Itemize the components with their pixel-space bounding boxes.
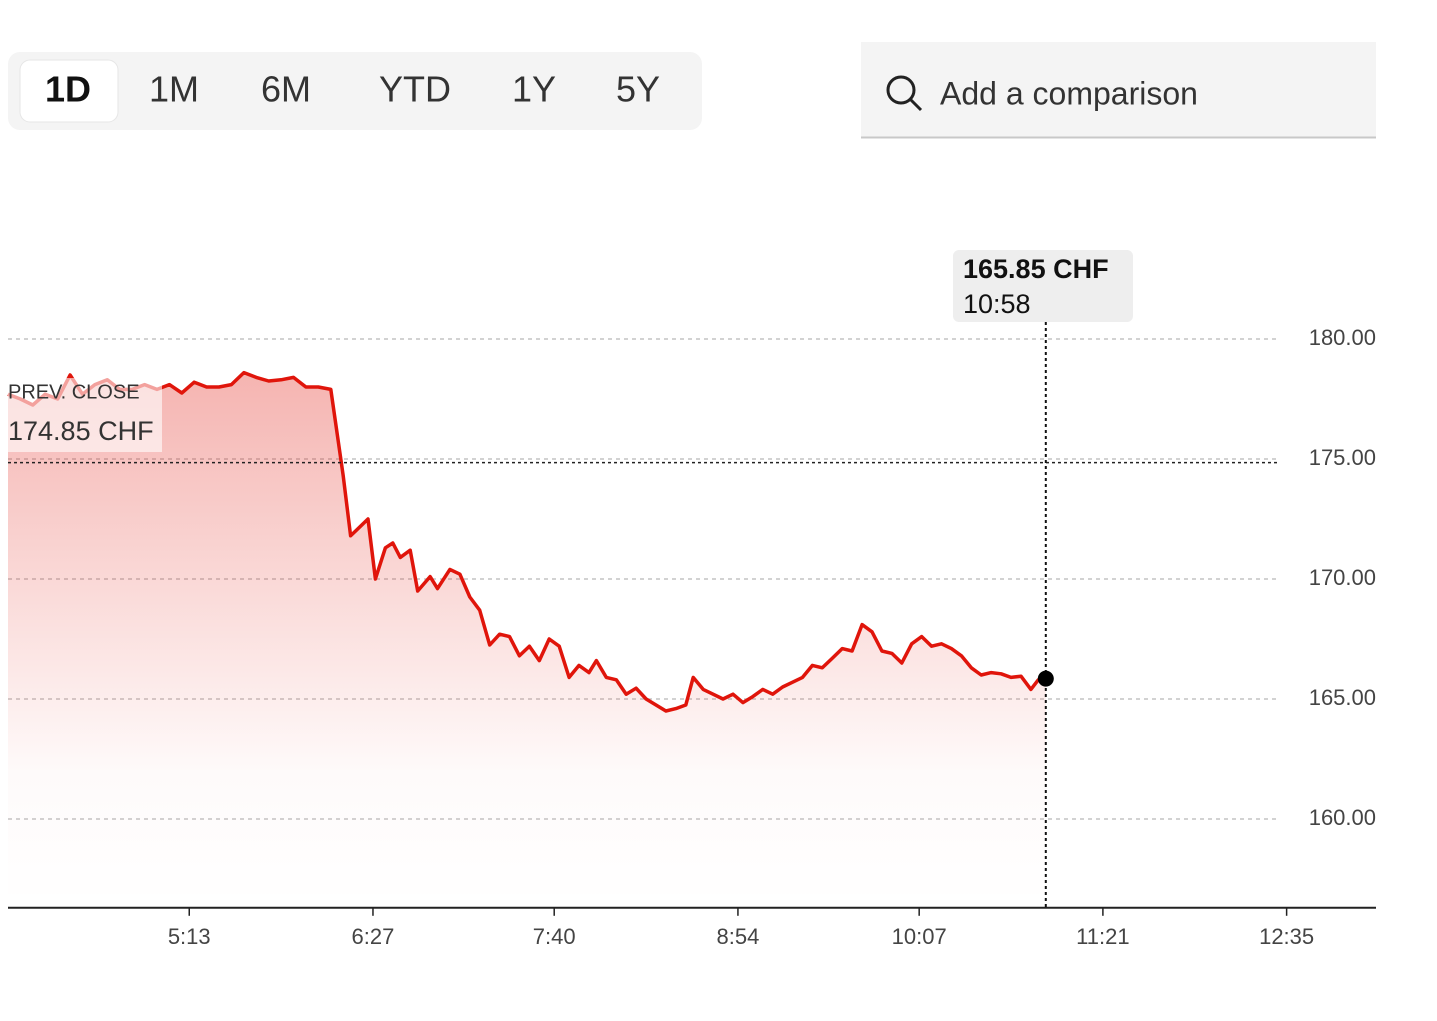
range-button[interactable]: 1Y	[512, 69, 556, 110]
x-tick-label: 7:40	[533, 924, 576, 949]
tooltip-bg	[953, 250, 1133, 322]
x-tick-label: 5:13	[168, 924, 211, 949]
x-tick-label: 8:54	[717, 924, 760, 949]
x-tick-label: 6:27	[352, 924, 395, 949]
range-group	[8, 52, 702, 130]
range-button[interactable]: 6M	[261, 69, 311, 110]
y-tick-label: 180.00	[1309, 325, 1376, 350]
y-tick-label: 175.00	[1309, 445, 1376, 470]
active-range-bg	[19, 59, 119, 123]
price-line	[7, 370, 1047, 713]
area	[8, 372, 1046, 908]
prev-close-label: PREV. CLOSE	[8, 381, 140, 403]
x-tick-label: 12:35	[1259, 924, 1314, 949]
x-tick-label: 10:07	[892, 924, 947, 949]
range-button[interactable]: 1M	[149, 69, 199, 110]
tooltip-time: 10:58	[963, 289, 1031, 319]
range-button[interactable]: YTD	[379, 69, 451, 110]
range-button[interactable]: 5Y	[616, 69, 660, 110]
last-point	[1037, 670, 1054, 687]
x-tick-label: 11:21	[1076, 924, 1129, 949]
search-icon	[886, 75, 923, 112]
search-placeholder[interactable]: Add a comparison	[940, 75, 1198, 111]
prev-close-bg	[8, 378, 162, 452]
y-tick-label: 165.00	[1309, 685, 1376, 710]
tooltip-price: 165.85 CHF	[963, 254, 1109, 284]
y-tick-label: 170.00	[1309, 565, 1376, 590]
y-tick-label: 160.00	[1309, 805, 1376, 830]
prev-close-value: 174.85 CHF	[8, 416, 154, 446]
search-box[interactable]	[861, 42, 1376, 138]
range-button[interactable]: 1D	[45, 69, 91, 110]
